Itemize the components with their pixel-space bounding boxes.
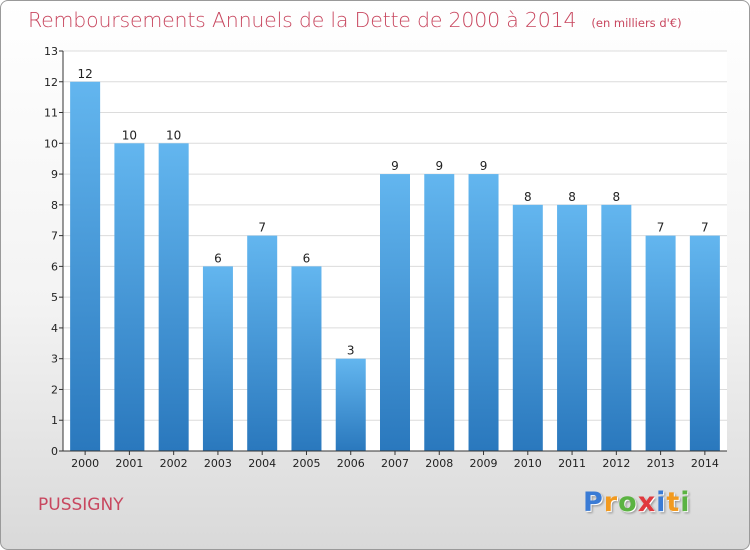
- x-tick-label: 2013: [647, 457, 675, 470]
- data-label: 6: [214, 251, 222, 265]
- y-tick-label: 6: [51, 260, 58, 273]
- y-tick-label: 4: [51, 322, 58, 335]
- data-label: 8: [524, 190, 532, 204]
- commune-name: PUSSIGNY: [38, 495, 124, 515]
- logo-letter: o: [618, 487, 638, 518]
- x-tick-label: 2006: [337, 457, 365, 470]
- x-tick-label: 2000: [71, 457, 99, 470]
- y-tick-label: 0: [51, 445, 58, 458]
- x-tick-label: 2010: [514, 457, 542, 470]
- chart-title: Remboursements Annuels de la Dette de 20…: [28, 8, 577, 32]
- y-tick-label: 5: [51, 291, 58, 304]
- logo-letter: r: [603, 487, 619, 518]
- proxiti-logo: Proxiti: [583, 487, 691, 518]
- x-tick-label: 2007: [381, 457, 409, 470]
- bar: [468, 174, 499, 452]
- x-tick-label: 2003: [204, 457, 232, 470]
- bar: [380, 174, 410, 452]
- x-tick-label: 2004: [248, 457, 276, 470]
- y-tick-label: 8: [51, 199, 58, 212]
- y-tick-label: 7: [51, 230, 58, 243]
- y-tick-label: 13: [44, 45, 58, 58]
- y-tick-label: 2: [51, 383, 58, 396]
- bars: [70, 81, 720, 452]
- data-label: 9: [435, 159, 443, 173]
- data-label: 10: [122, 128, 137, 142]
- bar: [291, 266, 322, 451]
- chart-unit-label: (en milliers d'€): [591, 16, 682, 30]
- data-label: 3: [347, 344, 355, 358]
- y-tick-label: 1: [51, 414, 58, 427]
- y-tick-label: 12: [44, 76, 58, 89]
- logo-letter: i: [656, 487, 667, 518]
- bar: [70, 81, 101, 452]
- x-tick-label: 2012: [602, 457, 630, 470]
- y-tick-label: 11: [44, 107, 58, 120]
- data-label: 7: [258, 221, 266, 235]
- x-tick-label: 2002: [160, 457, 188, 470]
- data-label: 7: [657, 221, 665, 235]
- data-label: 8: [568, 190, 576, 204]
- x-tick-label: 2011: [558, 457, 586, 470]
- data-label: 9: [480, 159, 488, 173]
- bar: [335, 358, 366, 451]
- bar: [512, 204, 543, 451]
- logo-letter: i: [680, 487, 691, 518]
- x-tick-label: 2005: [292, 457, 320, 470]
- data-labels: 12 10 10 6 7 6 3 9 9 9 8 8 8 7 7: [77, 67, 708, 358]
- y-tick-label: 3: [51, 353, 58, 366]
- y-tick-label: 9: [51, 168, 58, 181]
- y-tick-label: 10: [44, 137, 58, 150]
- x-tick-label: 2014: [691, 457, 719, 470]
- bar: [114, 143, 145, 452]
- data-label: 10: [166, 128, 181, 142]
- bar: [424, 174, 455, 452]
- bar: [158, 143, 189, 452]
- logo-letter: t: [666, 487, 681, 518]
- data-label: 8: [613, 190, 621, 204]
- bar: [601, 204, 632, 451]
- bar: [557, 204, 588, 451]
- title-row: Remboursements Annuels de la Dette de 20…: [28, 8, 682, 32]
- bar: [247, 235, 278, 451]
- x-tick-labels: 2000 2001 2002 2003 2004 2005 2006 2007 2008 2009…: [71, 457, 719, 470]
- bar: [689, 235, 720, 451]
- data-label: 9: [391, 159, 399, 173]
- bar: [202, 266, 233, 451]
- bar: [645, 235, 676, 451]
- x-tick-label: 2009: [470, 457, 498, 470]
- data-label: 12: [77, 67, 92, 81]
- axes: [59, 50, 727, 455]
- logo-letter: x: [637, 487, 657, 518]
- data-label: 6: [303, 251, 311, 265]
- x-tick-label: 2008: [425, 457, 453, 470]
- x-tick-label: 2001: [115, 457, 143, 470]
- data-label: 7: [701, 221, 709, 235]
- logo-letter: P: [583, 487, 604, 518]
